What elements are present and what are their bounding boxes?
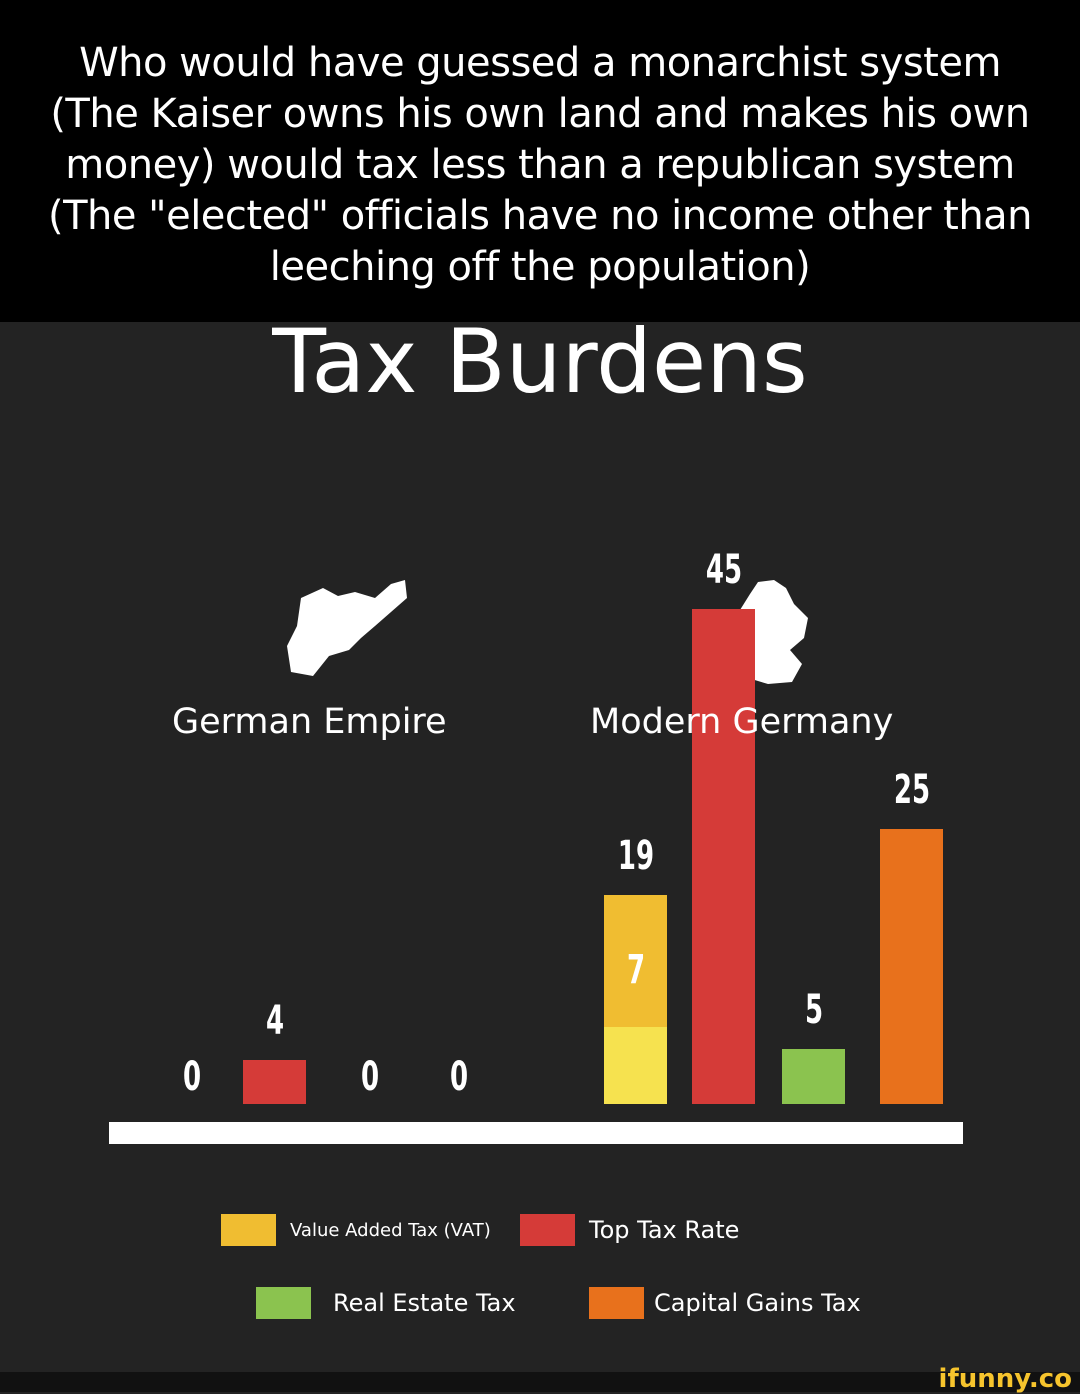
legend-swatch <box>256 1287 311 1319</box>
bar-reduced-rate <box>604 1027 667 1104</box>
bar <box>692 609 755 1104</box>
legend-label: Real Estate Tax <box>333 1289 516 1317</box>
data-label: 5 <box>804 987 823 1033</box>
caption-text: Who would have guessed a monarchist syst… <box>47 40 1033 290</box>
data-label: 4 <box>265 998 284 1044</box>
legend-swatch <box>221 1214 276 1246</box>
legend-item-vat: Value Added Tax (VAT) <box>221 1214 491 1246</box>
legend-item-top-tax: Top Tax Rate <box>520 1214 739 1246</box>
data-label: 0 <box>449 1054 468 1100</box>
legend-label: Value Added Tax (VAT) <box>290 1219 491 1241</box>
legend-item-real-estate: Real Estate Tax <box>256 1287 516 1319</box>
meme-caption: Who would have guessed a monarchist syst… <box>0 0 1080 322</box>
legend-label: Capital Gains Tax <box>654 1289 861 1317</box>
data-label: 0 <box>182 1054 201 1100</box>
group-label-german-empire: German Empire <box>172 702 447 742</box>
data-label: 0 <box>360 1054 379 1100</box>
bar <box>243 1060 306 1104</box>
legend-item-capital-gains: Capital Gains Tax <box>589 1287 861 1319</box>
data-label: 19 <box>617 833 654 879</box>
footer-bar <box>0 1372 1080 1392</box>
data-label: 25 <box>893 767 930 813</box>
bar <box>880 829 943 1104</box>
data-label-reduced: 7 <box>626 947 645 993</box>
watermark: ifunny.co <box>938 1364 1072 1394</box>
legend-swatch <box>520 1214 575 1246</box>
chart-title: Tax Burdens <box>272 310 808 413</box>
legend-swatch <box>589 1287 644 1319</box>
baseline-axis <box>109 1122 963 1144</box>
german-empire-map-icon <box>287 580 407 676</box>
bar <box>782 1049 845 1104</box>
group-label-modern-germany: Modern Germany <box>590 702 894 742</box>
legend-label: Top Tax Rate <box>589 1216 740 1244</box>
data-label: 45 <box>705 547 742 593</box>
